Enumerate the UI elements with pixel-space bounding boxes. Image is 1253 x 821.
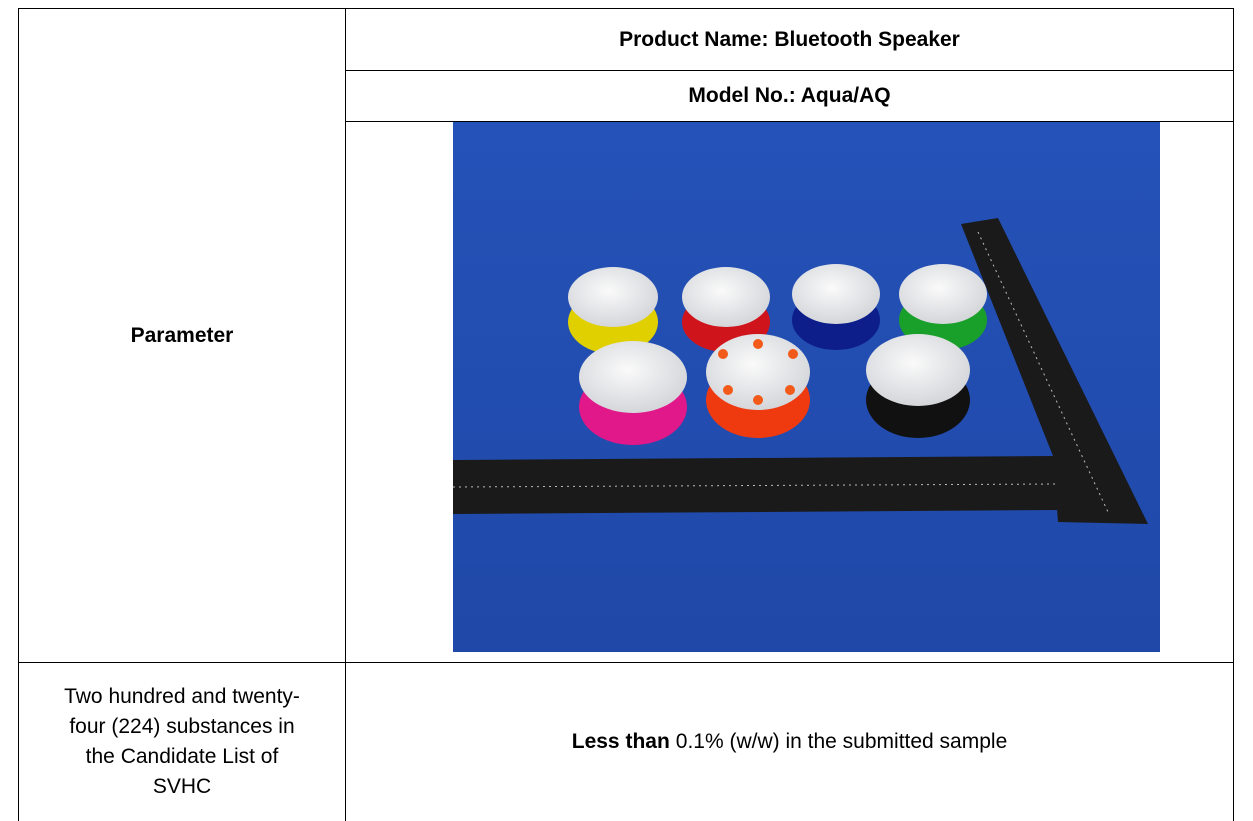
result-cell: Less than 0.1% (w/w) in the submitted sam… [346,663,1233,821]
border [1233,8,1234,821]
border [18,8,1234,9]
border [345,8,346,821]
substance-text: Two hundred and twenty-four (224) substa… [64,685,300,798]
substance-cell: Two hundred and twenty-four (224) substa… [19,663,345,821]
border [345,121,1234,122]
result-text: 0.1% (w/w) in the submitted sample [675,730,1008,753]
product-name: Product Name: Bluetooth Speaker [619,27,960,51]
border [345,70,1234,71]
parameter-label: Parameter [130,323,234,347]
model-no: Model No.: Aqua/AQ [688,84,891,107]
border [18,662,1234,663]
result-bold: Less than [571,730,670,753]
product-photo [453,122,1160,652]
border [18,8,19,821]
